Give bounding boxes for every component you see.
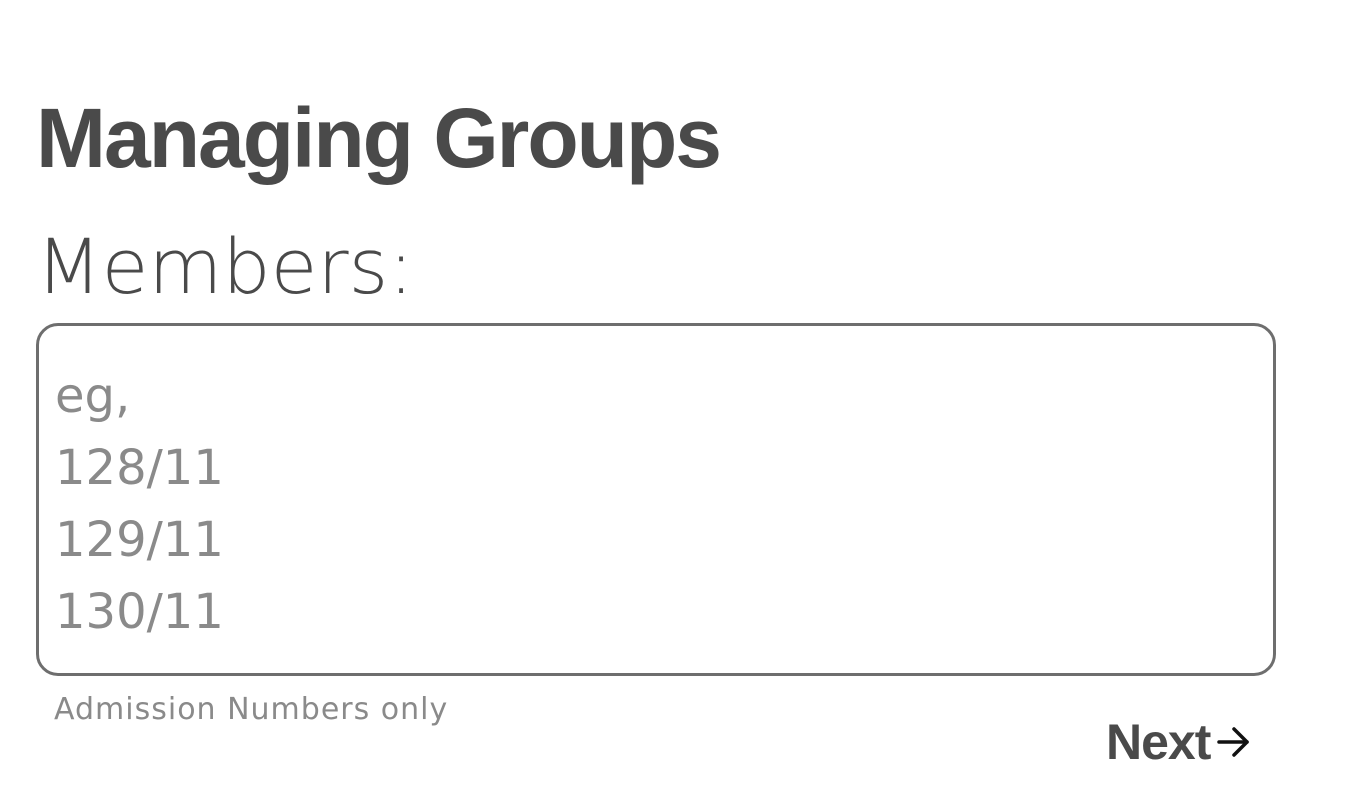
next-button[interactable]: Next bbox=[1106, 714, 1252, 770]
arrow-right-icon bbox=[1216, 724, 1252, 760]
members-input[interactable] bbox=[39, 326, 1273, 673]
next-button-label: Next bbox=[1106, 714, 1211, 770]
members-label: Members: bbox=[36, 222, 414, 311]
members-hint: Admission Numbers only bbox=[54, 692, 449, 727]
members-input-container bbox=[36, 323, 1276, 676]
page-title: Managing Groups bbox=[36, 91, 722, 185]
